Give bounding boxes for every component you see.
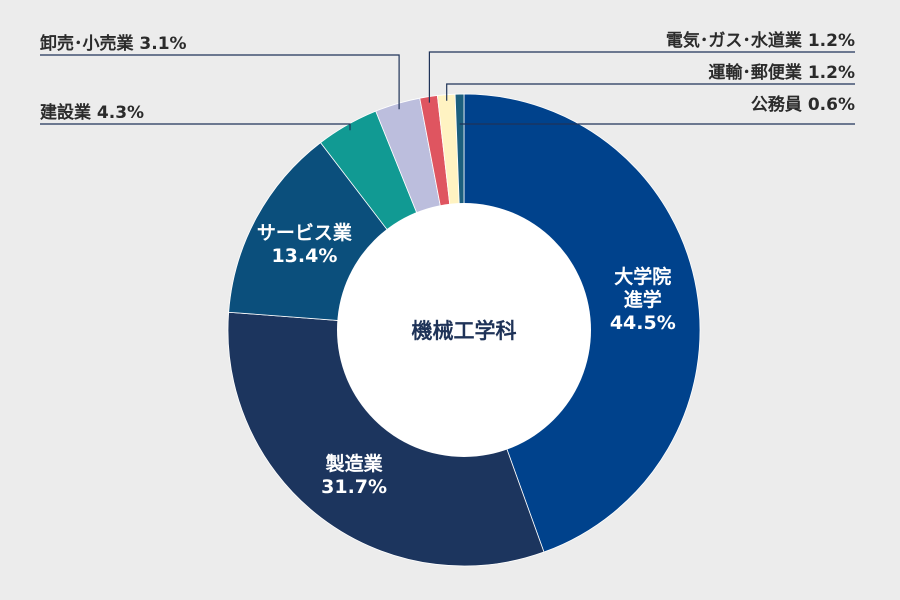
leader-line-3 [40, 123, 351, 131]
slice-label-7: 公務員 0.6% [751, 94, 855, 115]
slice-label-1-line-1: 31.7% [321, 476, 387, 498]
slice-label-2-line-0: サービス業 [257, 221, 353, 244]
slice-label-5: 電気･ガス･水道業 1.2% [666, 30, 855, 51]
slice-label-2-line-1: 13.4% [271, 245, 337, 267]
slice-label-1-line-0: 製造業 [325, 452, 384, 475]
center-label: 機械工学科 [412, 319, 517, 343]
slice-label-3: 建設業 4.3% [40, 102, 144, 123]
donut-hole [337, 203, 591, 457]
leader-line-5 [428, 51, 855, 103]
slice-label-4: 卸売･小売業 3.1% [40, 33, 187, 54]
slice-label-0-line-1: 進学 [624, 288, 662, 311]
leader-line-4 [40, 54, 400, 110]
slice-label-0-line-2: 44.5% [610, 312, 676, 334]
leader-line-6 [446, 83, 855, 101]
slice-label-0-line-0: 大学院 [614, 265, 671, 288]
slice-label-6: 運輸･郵便業 1.2% [708, 62, 855, 83]
